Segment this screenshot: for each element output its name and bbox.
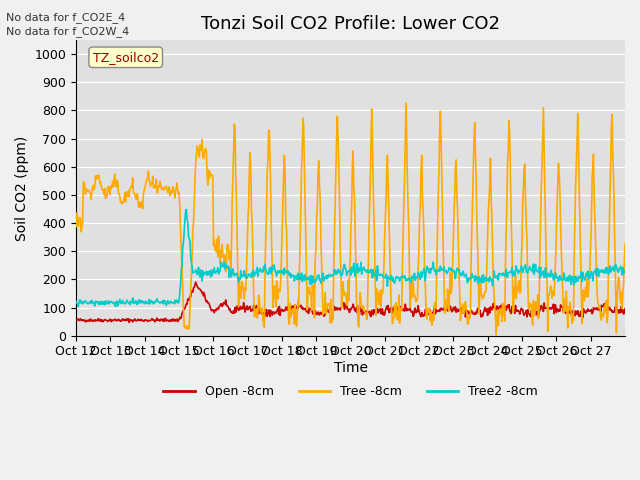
Title: Tonzi Soil CO2 Profile: Lower CO2: Tonzi Soil CO2 Profile: Lower CO2 <box>201 15 500 33</box>
X-axis label: Time: Time <box>333 361 367 375</box>
Text: No data for f_CO2W_4: No data for f_CO2W_4 <box>6 26 130 37</box>
Y-axis label: Soil CO2 (ppm): Soil CO2 (ppm) <box>15 135 29 240</box>
Text: TZ_soilco2: TZ_soilco2 <box>93 51 159 64</box>
Text: No data for f_CO2E_4: No data for f_CO2E_4 <box>6 12 125 23</box>
Legend: Open -8cm, Tree -8cm, Tree2 -8cm: Open -8cm, Tree -8cm, Tree2 -8cm <box>158 380 543 403</box>
